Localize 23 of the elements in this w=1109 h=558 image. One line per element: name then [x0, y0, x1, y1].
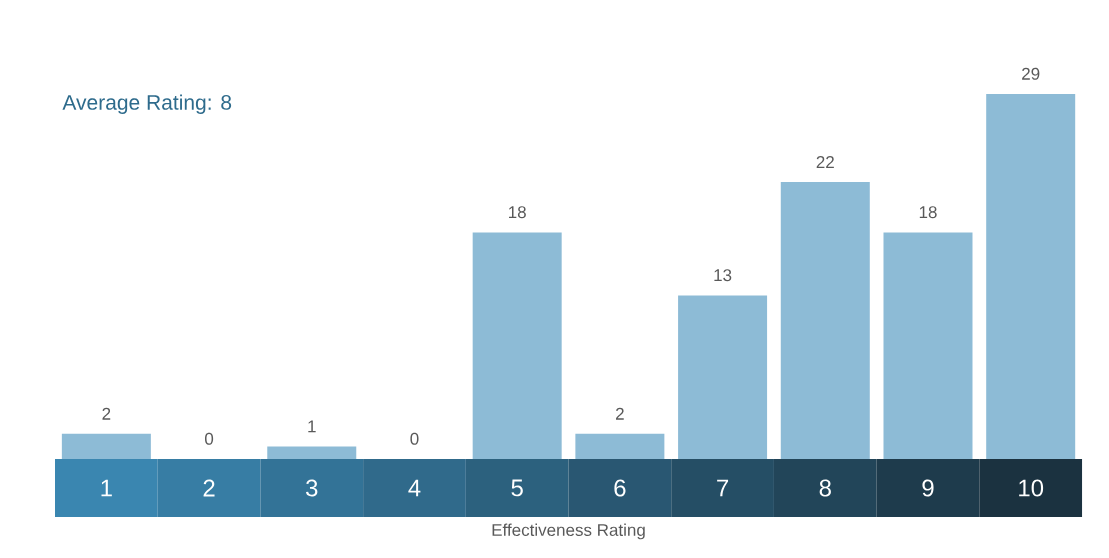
- x-tick-label: 1: [101, 479, 112, 497]
- data-label: 2: [616, 407, 624, 420]
- x-tick-label: 8: [819, 479, 831, 497]
- data-label: 0: [410, 432, 419, 445]
- x-tick-label: 9: [922, 479, 934, 497]
- x-tick-label: 2: [203, 479, 215, 497]
- x-axis-title: Effectiveness Rating: [492, 523, 645, 540]
- annotation: Average Rating: 8: [62, 94, 232, 114]
- data-label: 18: [509, 206, 526, 219]
- data-label: 13: [714, 269, 732, 282]
- x-tick-label: 5: [511, 479, 523, 497]
- bar: [267, 446, 357, 459]
- data-label: 22: [816, 156, 834, 168]
- x-tick-label: 7: [717, 479, 729, 497]
- data-label: 18: [919, 206, 937, 219]
- data-label: 0: [205, 432, 214, 445]
- data-label: 29: [1022, 67, 1040, 80]
- x-tick-label: 4: [408, 479, 421, 497]
- x-tick-label: 3: [306, 479, 318, 497]
- data-label: 2: [102, 407, 111, 420]
- x-tick-label: 6: [614, 479, 626, 497]
- x-tick-label: 10: [1019, 479, 1044, 497]
- data-label: 1: [308, 420, 316, 433]
